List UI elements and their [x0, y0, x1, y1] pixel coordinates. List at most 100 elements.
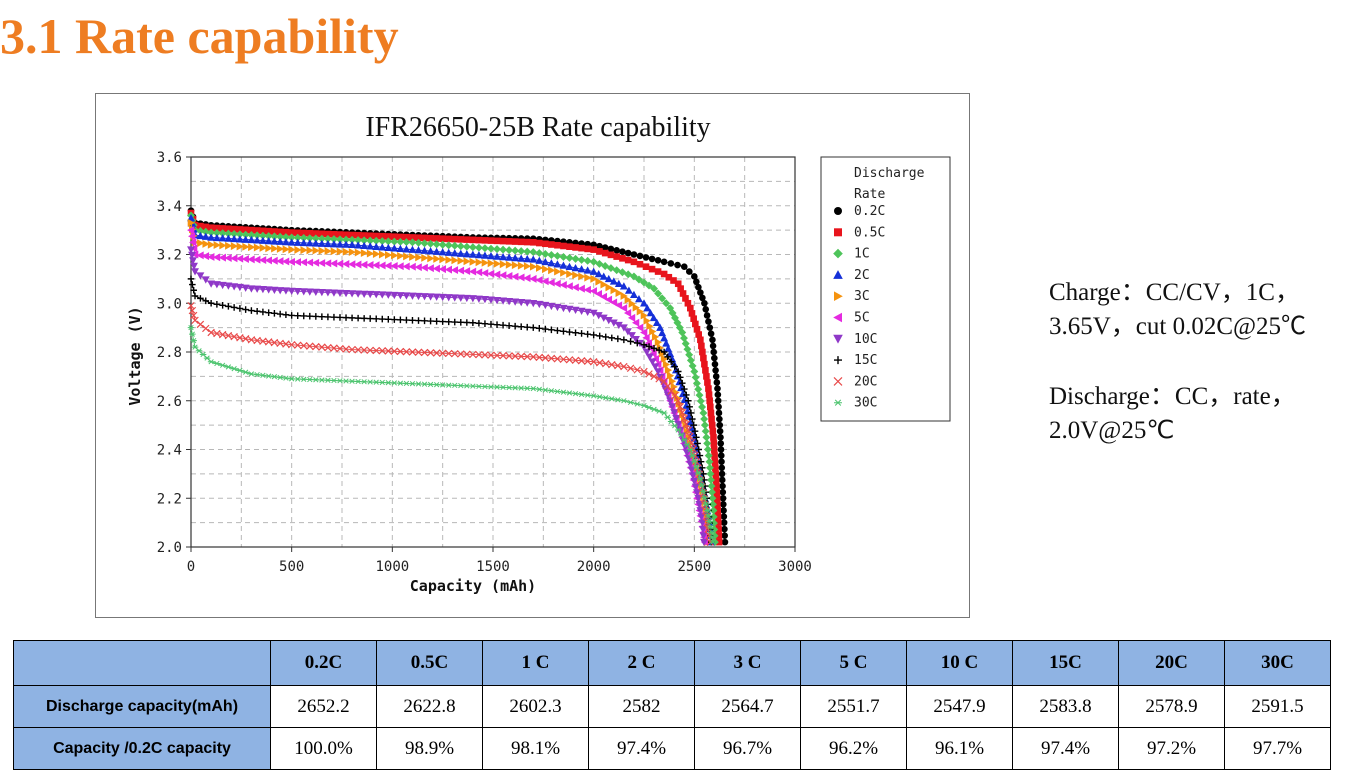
data-point	[450, 241, 459, 250]
data-point	[433, 254, 441, 263]
data-point	[662, 360, 671, 369]
data-point	[590, 274, 598, 283]
data-point	[712, 464, 719, 472]
data-point	[578, 244, 585, 252]
data-point	[493, 237, 501, 245]
data-point	[207, 233, 216, 241]
data-point	[385, 380, 392, 386]
data-point	[692, 320, 699, 328]
data-point	[499, 321, 507, 329]
data-point	[342, 289, 350, 298]
data-point	[456, 242, 465, 251]
data-point	[329, 235, 338, 244]
data-point	[547, 251, 556, 259]
data-point	[408, 292, 417, 300]
data-point	[566, 243, 573, 250]
data-point	[640, 278, 648, 287]
data-point	[213, 329, 221, 338]
data-point	[604, 317, 613, 325]
data-point	[212, 228, 221, 237]
data-point	[408, 238, 417, 247]
data-point	[712, 366, 719, 374]
data-point	[698, 342, 705, 350]
data-point	[414, 348, 423, 356]
data-point	[523, 262, 532, 271]
x-tick-label: 2000	[577, 559, 611, 575]
data-point	[686, 432, 694, 441]
data-point	[397, 380, 404, 386]
data-point	[630, 258, 638, 266]
data-point	[366, 236, 375, 245]
data-point	[202, 223, 210, 231]
data-point	[366, 315, 374, 322]
data-point	[463, 319, 471, 326]
data-point	[403, 233, 410, 241]
data-point	[360, 379, 368, 385]
data-point	[235, 230, 244, 239]
data-point	[318, 246, 326, 255]
data-point	[560, 327, 567, 335]
data-point	[480, 251, 489, 259]
data-point	[230, 283, 239, 291]
data-point	[403, 380, 410, 387]
data-point	[511, 298, 520, 306]
data-point	[439, 382, 446, 388]
data-point	[523, 299, 532, 307]
data-point	[282, 311, 290, 319]
data-point	[709, 512, 718, 521]
data-point	[667, 260, 675, 267]
data-point	[688, 429, 697, 437]
data-point	[360, 260, 368, 269]
data-point	[708, 500, 717, 509]
data-point	[259, 308, 267, 316]
data-point	[282, 228, 290, 236]
data-point	[224, 254, 232, 262]
data-point	[706, 476, 715, 484]
series-line	[190, 327, 714, 543]
data-point	[402, 292, 411, 300]
table-header-cell: 15C	[1012, 640, 1119, 686]
data-point	[409, 317, 416, 324]
data-point	[445, 255, 453, 264]
data-point	[541, 301, 550, 310]
data-point	[541, 277, 549, 286]
data-point	[511, 261, 520, 270]
data-point	[468, 243, 477, 252]
data-point	[414, 246, 423, 254]
data-point	[589, 267, 598, 275]
data-point	[247, 285, 256, 293]
data-point	[682, 391, 690, 399]
x-tick-label: 3000	[778, 559, 812, 575]
data-point	[317, 288, 326, 297]
data-point	[714, 391, 722, 398]
data-point	[324, 343, 332, 352]
data-point	[378, 243, 387, 251]
data-point	[487, 259, 495, 268]
data-point	[426, 264, 434, 273]
data-point	[236, 367, 244, 374]
data-point	[541, 257, 550, 266]
data-point	[595, 359, 604, 367]
data-point	[348, 260, 356, 269]
data-point	[323, 239, 332, 248]
data-point	[409, 381, 416, 387]
data-point	[709, 336, 716, 344]
data-point	[287, 340, 296, 349]
y-tick-label: 3.4	[157, 199, 182, 215]
data-point	[577, 357, 586, 365]
data-point	[547, 302, 556, 311]
data-point	[687, 409, 695, 417]
data-point	[523, 254, 532, 263]
data-point	[718, 464, 726, 472]
data-point	[225, 364, 232, 370]
data-point	[230, 229, 239, 238]
data-point	[201, 227, 210, 236]
data-point	[572, 391, 579, 397]
data-point	[456, 266, 465, 275]
data-point	[630, 251, 638, 258]
data-point	[688, 310, 696, 317]
data-point	[640, 311, 648, 320]
data-point	[671, 313, 679, 322]
data-point	[602, 333, 610, 341]
table-header-blank	[13, 640, 271, 686]
